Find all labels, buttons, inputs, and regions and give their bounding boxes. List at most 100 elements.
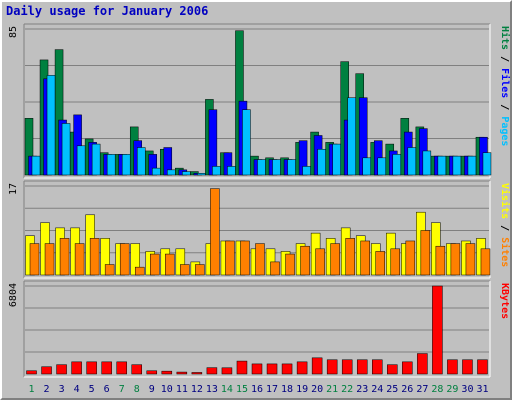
bar-kbytes-day-14 xyxy=(221,367,233,375)
bar-kbytes-day-11 xyxy=(176,371,188,375)
x-tick-day-23: 23 xyxy=(356,384,368,395)
x-tick-day-13: 13 xyxy=(206,384,218,395)
bar-sites-day-26 xyxy=(405,240,416,276)
bar-pages-day-30 xyxy=(467,155,477,176)
bar-kbytes-day-12 xyxy=(191,372,203,375)
bar-files-day-13 xyxy=(208,109,218,176)
bar-sites-day-16 xyxy=(255,243,265,276)
bar-pages-day-19 xyxy=(302,166,311,176)
x-tick-day-12: 12 xyxy=(191,384,203,395)
x-tick-day-17: 17 xyxy=(266,384,278,395)
bar-sites-day-7 xyxy=(119,243,130,276)
panel-1-legend: Visits / Sites xyxy=(499,183,511,267)
bar-sites-day-21 xyxy=(330,243,340,276)
bar-sites-day-27 xyxy=(420,230,431,276)
bar-kbytes-day-31 xyxy=(477,359,488,375)
bar-pages-day-21 xyxy=(332,143,341,176)
x-tick-day-4: 4 xyxy=(74,384,80,395)
bar-sites-day-11 xyxy=(180,264,190,276)
bar-sites-day-6 xyxy=(104,264,115,276)
x-tick-day-2: 2 xyxy=(44,384,50,395)
bar-sites-day-2 xyxy=(44,243,55,276)
bar-sites-day-9 xyxy=(150,253,160,276)
bar-pages-day-28 xyxy=(437,155,447,176)
bar-kbytes-day-21 xyxy=(326,359,338,375)
bar-pages-day-13 xyxy=(212,166,221,176)
bar-pages-day-29 xyxy=(452,155,462,176)
bar-pages-day-26 xyxy=(407,147,417,176)
bar-kbytes-day-26 xyxy=(402,361,413,375)
bar-kbytes-day-19 xyxy=(296,361,308,375)
x-tick-day-16: 16 xyxy=(251,384,263,395)
x-tick-day-27: 27 xyxy=(416,384,428,395)
bar-sites-day-23 xyxy=(360,240,370,276)
bar-kbytes-day-10 xyxy=(161,370,173,375)
x-tick-day-5: 5 xyxy=(89,384,95,395)
x-tick-day-21: 21 xyxy=(326,384,338,395)
bar-pages-day-10 xyxy=(167,169,176,176)
bar-kbytes-day-7 xyxy=(116,361,127,375)
bar-sites-day-4 xyxy=(74,243,85,276)
bar-kbytes-day-16 xyxy=(251,363,263,375)
bar-sites-day-10 xyxy=(165,253,175,276)
bar-pages-day-6 xyxy=(106,154,116,176)
bar-kbytes-day-13 xyxy=(206,367,218,375)
bar-pages-day-5 xyxy=(91,143,101,176)
legend-separator: / xyxy=(499,98,510,116)
x-tick-day-30: 30 xyxy=(461,384,473,395)
chart-title: Daily usage for January 2006 xyxy=(6,4,209,18)
bar-sites-day-24 xyxy=(375,251,385,276)
bar-sites-day-14 xyxy=(225,240,235,276)
x-tick-day-11: 11 xyxy=(176,384,188,395)
x-tick-day-9: 9 xyxy=(149,384,155,395)
bar-sites-day-5 xyxy=(89,238,100,276)
bar-kbytes-day-22 xyxy=(341,359,353,375)
bar-pages-day-3 xyxy=(61,123,71,176)
bar-sites-day-19 xyxy=(300,245,310,276)
bar-kbytes-day-30 xyxy=(462,359,473,375)
bar-pages-day-1 xyxy=(31,155,41,176)
x-tick-day-6: 6 xyxy=(104,384,110,395)
bar-kbytes-day-3 xyxy=(56,364,67,375)
x-tick-day-10: 10 xyxy=(161,384,173,395)
bar-pages-day-8 xyxy=(136,147,146,176)
bar-pages-day-2 xyxy=(46,75,56,176)
bar-pages-day-31 xyxy=(482,152,492,176)
x-tick-day-20: 20 xyxy=(311,384,323,395)
x-tick-day-29: 29 xyxy=(446,384,458,395)
x-tick-day-15: 15 xyxy=(236,384,248,395)
bar-pages-day-7 xyxy=(121,154,131,176)
bar-pages-day-23 xyxy=(362,157,371,176)
bar-pages-day-27 xyxy=(422,150,432,176)
bar-sites-day-3 xyxy=(59,238,70,276)
bar-kbytes-day-18 xyxy=(281,363,293,375)
bar-kbytes-day-23 xyxy=(356,359,368,375)
bar-sites-day-12 xyxy=(195,264,205,276)
panel-2-background xyxy=(24,281,490,377)
x-tick-day-28: 28 xyxy=(431,384,443,395)
bar-sites-day-22 xyxy=(345,238,355,276)
x-tick-day-14: 14 xyxy=(221,384,233,395)
bar-sites-day-18 xyxy=(285,253,295,276)
bar-sites-day-8 xyxy=(134,266,145,276)
bar-kbytes-day-1 xyxy=(26,370,37,375)
bar-kbytes-day-28 xyxy=(432,285,443,375)
bar-pages-day-24 xyxy=(377,157,386,176)
panel-1-ymax-label: 17 xyxy=(8,183,19,195)
bar-kbytes-day-25 xyxy=(387,364,398,375)
legend-files: Files xyxy=(499,68,511,98)
bar-sites-day-25 xyxy=(390,248,401,276)
panel-2-ymax-label: 6804 xyxy=(8,283,19,307)
panel-0-ymax-label: 85 xyxy=(8,26,19,38)
bar-kbytes-day-29 xyxy=(447,359,458,375)
legend-sites: Sites xyxy=(499,237,511,267)
bar-kbytes-day-6 xyxy=(101,361,112,375)
x-tick-day-31: 31 xyxy=(476,384,488,395)
bar-pages-day-4 xyxy=(76,145,86,176)
bar-pages-day-16 xyxy=(257,159,266,176)
x-tick-day-24: 24 xyxy=(371,384,383,395)
bar-pages-day-12 xyxy=(197,173,206,176)
bar-kbytes-day-20 xyxy=(311,357,323,375)
